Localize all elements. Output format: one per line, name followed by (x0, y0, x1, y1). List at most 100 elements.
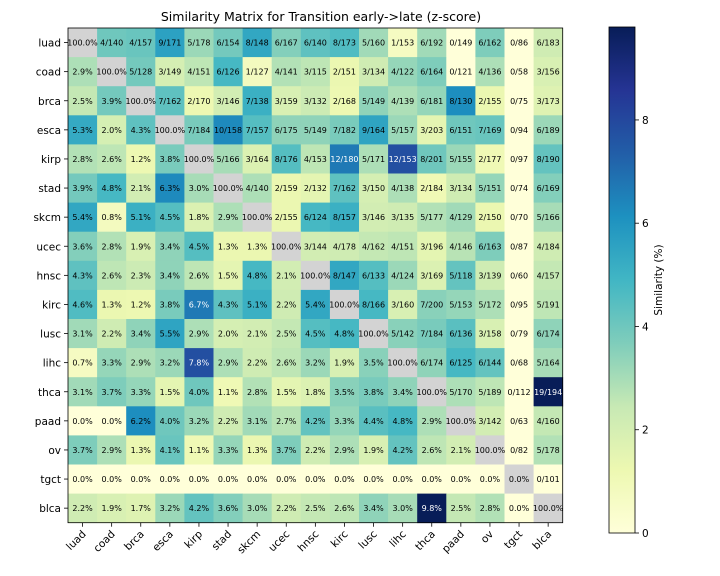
cell-label-tgct-lusc: 0.0% (363, 475, 384, 484)
heatmap-cell-ucec-coad (97, 231, 127, 262)
cell-label-ov-luad: 3.7% (72, 446, 93, 455)
heatmap-cell-brca-kirc (329, 86, 360, 116)
cell-label-thca-thca: 100.0% (416, 388, 447, 397)
cell-label-paad-tgct: 0/63 (510, 417, 528, 426)
cell-label-blca-brca: 1.7% (131, 504, 152, 513)
heatmap-cell-skcm-lusc (359, 202, 389, 233)
cell-label-skcm-ucec: 2/155 (275, 213, 298, 222)
heatmap-cell-kirc-hnsc (300, 289, 331, 320)
heatmap-cell-kirc-kirc (329, 289, 360, 320)
heatmap-cell-stad-coad (97, 173, 127, 203)
heatmap-cell-stad-esca (155, 173, 185, 203)
cell-label-ucec-thca: 3/196 (420, 242, 443, 251)
cell-label-esca-ucec: 6/175 (275, 126, 298, 135)
heatmap-cell-blca-paad (446, 493, 476, 524)
heatmap-cell-luad-kirp (184, 28, 214, 58)
heatmap-cell-stad-lusc (359, 173, 389, 203)
heatmap-cell-paad-kirc (329, 406, 360, 436)
cell-label-brca-stad: 3/146 (217, 97, 240, 106)
cell-label-paad-lihc: 4.8% (392, 417, 413, 426)
cell-label-coad-kirc: 2/151 (333, 68, 356, 77)
heatmap-cell-kirc-paad (446, 289, 476, 320)
heatmap-cell-tgct-tgct (504, 464, 534, 494)
cell-label-luad-luad: 100.0% (67, 39, 98, 48)
cell-label-brca-paad: 8/130 (449, 97, 472, 106)
heatmap-cell-kirc-esca (155, 289, 185, 320)
y-tick-label-coad: coad (36, 67, 61, 79)
heatmap-cell-lusc-ov (475, 319, 505, 349)
cell-label-kirc-ov: 5/172 (478, 300, 501, 309)
cell-label-ucec-stad: 1.3% (218, 242, 239, 251)
heatmap-cell-paad-ucec (271, 406, 302, 436)
cell-label-hnsc-hnsc: 100.0% (300, 271, 331, 280)
cell-label-blca-kirp: 4.2% (189, 504, 210, 513)
cell-label-skcm-coad: 0.8% (101, 213, 122, 222)
heatmap-cell-blca-stad (213, 493, 243, 524)
cell-label-esca-esca: 100.0% (155, 126, 186, 135)
heatmap-cell-kirc-brca (126, 289, 156, 320)
heatmap-cell-brca-brca (126, 86, 156, 116)
y-tick-label-luad: luad (38, 38, 61, 50)
heatmap-cell-hnsc-paad (446, 260, 476, 291)
y-tick-label-thca: thca (38, 387, 61, 399)
heatmap-cell-coad-thca (417, 57, 447, 87)
cell-label-thca-ov: 5/189 (478, 388, 501, 397)
heatmap-cell-lihc-esca (155, 348, 185, 378)
heatmap-cell-brca-stad (213, 86, 243, 116)
cell-label-thca-brca: 3.3% (131, 388, 152, 397)
heatmap-cell-coad-skcm (242, 57, 273, 87)
cell-label-skcm-kirc: 8/157 (333, 213, 356, 222)
cell-label-kirc-kirc: 100.0% (329, 300, 360, 309)
cell-label-coad-tgct: 0/58 (510, 68, 528, 77)
heatmap-cell-kirp-kirc (329, 144, 360, 174)
cell-label-ucec-coad: 2.8% (101, 242, 122, 251)
cell-label-hnsc-paad: 5/118 (449, 271, 472, 280)
heatmap-cell-esca-ov (475, 115, 505, 145)
heatmap-cell-luad-thca (417, 28, 447, 58)
heatmap-cell-thca-kirp (184, 377, 214, 407)
heatmap-cell-stad-kirp (184, 173, 214, 203)
heatmap-cell-ucec-kirc (329, 231, 360, 262)
cell-label-hnsc-tgct: 0/60 (510, 271, 528, 280)
cell-label-kirc-tgct: 0/95 (510, 300, 528, 309)
heatmap-cell-blca-esca (155, 493, 185, 524)
cell-label-kirp-esca: 3.8% (160, 155, 181, 164)
cell-label-skcm-hnsc: 6/124 (304, 213, 327, 222)
y-tick-label-paad: paad (35, 416, 61, 428)
cell-label-paad-hnsc: 4.2% (305, 417, 326, 426)
cell-label-blca-lusc: 3.4% (363, 504, 384, 513)
cell-label-coad-paad: 0/121 (449, 68, 472, 77)
cell-label-ov-ucec: 3.7% (276, 446, 297, 455)
heatmap-cell-tgct-coad (97, 464, 127, 494)
heatmap-cell-tgct-ucec (271, 464, 302, 494)
cell-label-hnsc-kirp: 2.6% (189, 271, 210, 280)
heatmap-cell-luad-skcm (242, 28, 273, 58)
heatmap-cell-lihc-ov (475, 348, 505, 378)
cell-label-thca-kirp: 4.0% (189, 388, 210, 397)
cell-label-kirc-esca: 3.8% (160, 300, 181, 309)
cell-label-stad-brca: 2.1% (131, 184, 152, 193)
heatmap-cell-stad-skcm (242, 173, 273, 203)
cell-label-kirp-kirc: 12/180 (330, 155, 358, 164)
cell-label-coad-hnsc: 3/115 (304, 68, 327, 77)
cell-label-ov-coad: 2.9% (101, 446, 122, 455)
heatmap-cell-ov-kirc (329, 435, 360, 465)
heatmap-cell-ucec-stad (213, 231, 243, 262)
cell-label-blca-lihc: 3.0% (392, 504, 413, 513)
heatmap-cell-kirp-skcm (242, 144, 273, 174)
heatmap-cell-coad-ucec (271, 57, 302, 87)
heatmap-cell-skcm-coad (97, 202, 127, 233)
cell-label-lihc-tgct: 0/68 (510, 359, 528, 368)
heatmap-cell-ov-lusc (359, 435, 389, 465)
y-tick-label-lihc: lihc (43, 358, 61, 370)
x-tick-label-blca: blca (530, 528, 554, 552)
cell-label-kirp-luad: 2.8% (72, 155, 93, 164)
heatmap-cell-luad-ucec (271, 28, 302, 58)
heatmap-cell-luad-esca (155, 28, 185, 58)
heatmap-cell-esca-skcm (242, 115, 273, 145)
cell-label-thca-coad: 3.7% (101, 388, 122, 397)
cell-label-tgct-kirc: 0.0% (334, 475, 355, 484)
cell-label-lihc-lihc: 100.0% (387, 359, 418, 368)
cell-label-hnsc-luad: 4.3% (72, 271, 93, 280)
cell-label-kirp-skcm: 3/164 (246, 155, 269, 164)
